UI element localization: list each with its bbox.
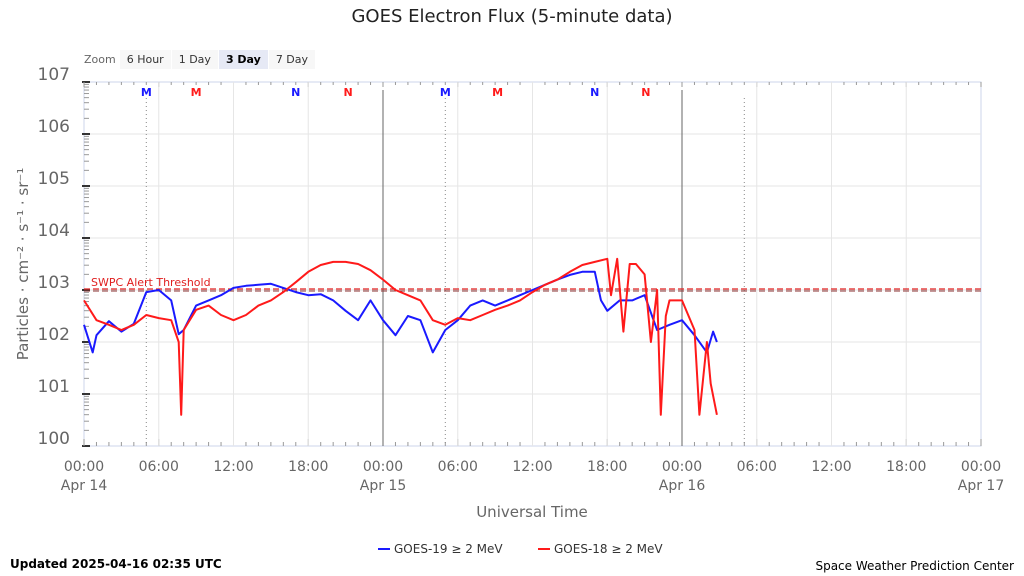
y-tick-exponent: 6 xyxy=(59,117,70,137)
y-tick-exponent: 0 xyxy=(59,429,70,449)
zoom-3-day-button[interactable]: 3 Day xyxy=(218,50,268,69)
y-tick-base: 10 xyxy=(38,117,60,137)
x-tick-date: Apr 15 xyxy=(360,478,406,494)
y-tick-exponent: 5 xyxy=(59,169,70,189)
x-tick-time: 00:00 xyxy=(662,459,702,475)
x-tick-time: 12:00 xyxy=(811,459,851,475)
y-tick-base: 10 xyxy=(38,429,60,449)
y-tick-exponent: 4 xyxy=(59,221,70,241)
updated-timestamp: Updated 2025-04-16 02:35 UTC xyxy=(10,557,222,571)
y-tick-label: 100 xyxy=(38,429,70,449)
y-tick-label: 101 xyxy=(38,377,70,397)
y-tick-base: 10 xyxy=(38,273,60,293)
x-tick-date: Apr 17 xyxy=(958,478,1004,494)
chart-title: GOES Electron Flux (5-minute data) xyxy=(351,6,673,27)
event-marker: N xyxy=(590,86,599,99)
x-tick-time: 12:00 xyxy=(512,459,552,475)
y-tick-base: 10 xyxy=(38,325,60,345)
x-tick-time: 18:00 xyxy=(288,459,328,475)
y-tick-base: 10 xyxy=(38,65,60,85)
zoom-7-day-button[interactable]: 7 Day xyxy=(268,50,316,69)
goes-18-series-line xyxy=(83,257,718,416)
event-marker: M xyxy=(191,86,202,99)
x-tick-date: Apr 14 xyxy=(61,478,108,494)
event-marker: M xyxy=(492,86,503,99)
x-tick-date: Apr 16 xyxy=(659,478,706,494)
y-tick-label: 106 xyxy=(38,117,70,137)
x-tick-time: 06:00 xyxy=(139,459,179,475)
x-tick-time: 18:00 xyxy=(587,459,627,475)
y-tick-base: 10 xyxy=(38,221,60,241)
zoom-6-hour-button[interactable]: 6 Hour xyxy=(119,50,171,69)
y-tick-label: 107 xyxy=(38,65,70,85)
zoom-controls: Zoom 6 Hour 1 Day 3 Day 7 Day xyxy=(84,50,316,69)
event-marker: N xyxy=(344,86,353,99)
y-tick-label: 102 xyxy=(38,325,70,345)
y-tick-base: 10 xyxy=(38,377,60,397)
x-tick-time: 00:00 xyxy=(64,459,104,475)
credit-text: Space Weather Prediction Center xyxy=(815,559,1014,573)
legend-goes-18-series: GOES-18 ≥ 2 MeV xyxy=(554,542,663,556)
zoom-1-day-button[interactable]: 1 Day xyxy=(171,50,218,69)
event-marker: N xyxy=(641,86,650,99)
legend-goes-19-series: GOES-19 ≥ 2 MeV xyxy=(394,542,503,556)
y-tick-label: 105 xyxy=(38,169,70,189)
y-tick-exponent: 3 xyxy=(59,273,70,293)
event-marker: M xyxy=(440,86,451,99)
y-tick-exponent: 7 xyxy=(59,65,70,85)
x-tick-time: 06:00 xyxy=(737,459,777,475)
event-marker: M xyxy=(141,86,152,99)
event-marker: N xyxy=(291,86,300,99)
y-tick-base: 10 xyxy=(38,169,60,189)
x-tick-time: 00:00 xyxy=(363,459,403,475)
x-tick-time: 18:00 xyxy=(886,459,926,475)
goes-19-series-line xyxy=(83,270,718,354)
y-tick-exponent: 1 xyxy=(59,377,70,397)
x-axis-title: Universal Time xyxy=(476,503,588,521)
x-tick-time: 12:00 xyxy=(213,459,253,475)
y-tick-label: 104 xyxy=(38,221,70,241)
y-tick-exponent: 2 xyxy=(59,325,70,345)
alert-threshold-label: SWPC Alert Threshold xyxy=(91,276,211,289)
y-tick-label: 103 xyxy=(38,273,70,293)
x-tick-time: 06:00 xyxy=(438,459,478,475)
zoom-label: Zoom xyxy=(84,53,116,66)
x-tick-time: 00:00 xyxy=(961,459,1001,475)
y-axis-title: Particles · cm⁻² · s⁻¹ · sr⁻¹ xyxy=(14,168,32,361)
